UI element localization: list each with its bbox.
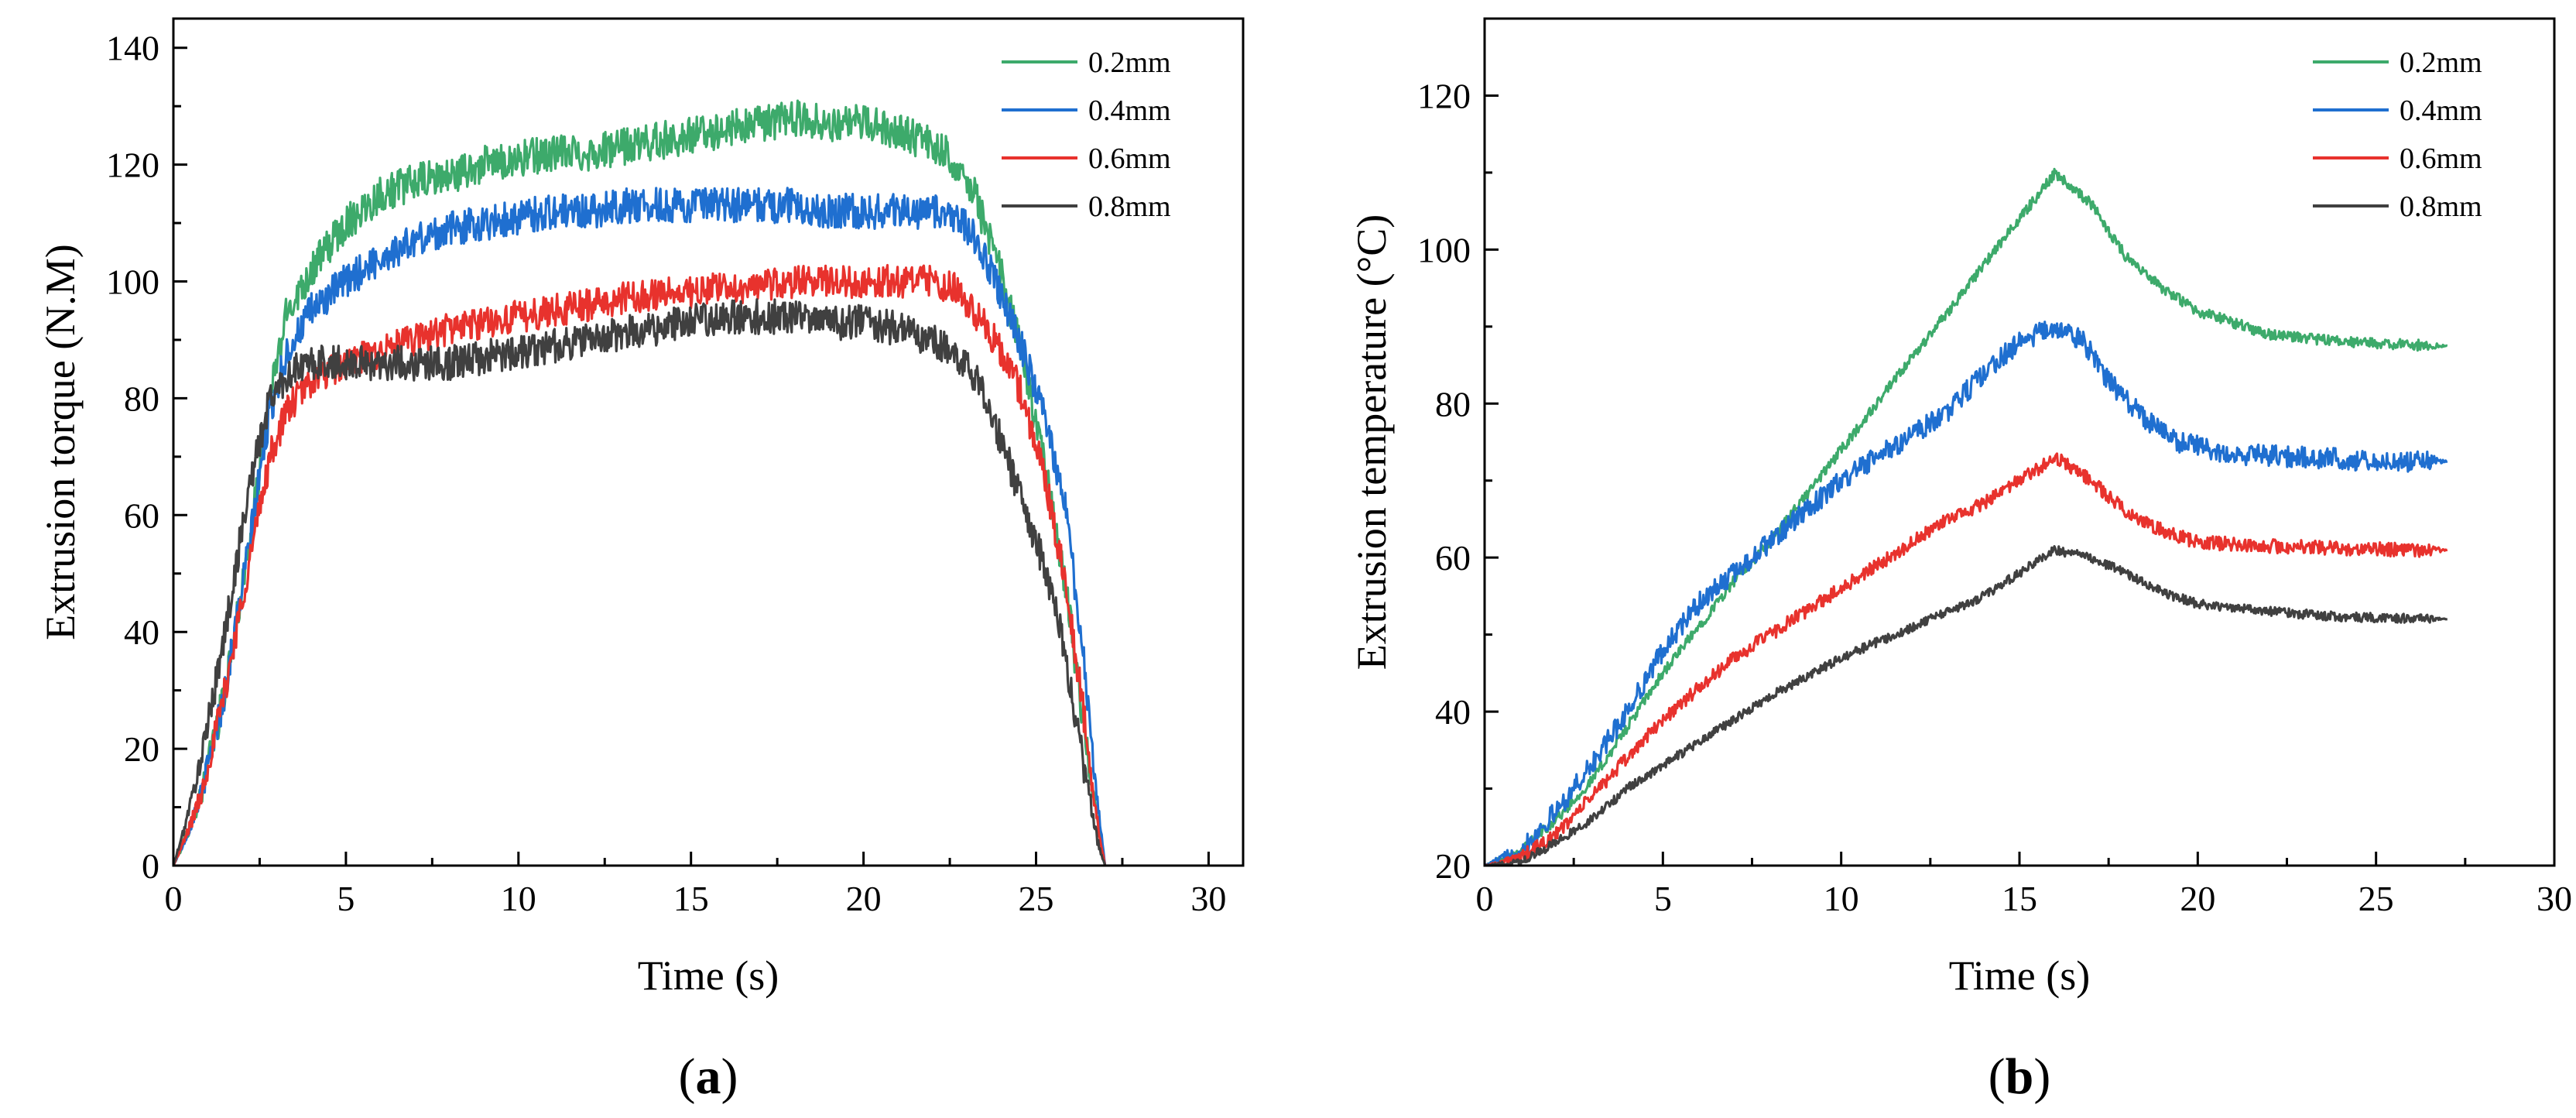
y-tick-label: 100 xyxy=(1417,230,1471,269)
x-tick-label: 20 xyxy=(2180,879,2215,918)
y-tick-label: 40 xyxy=(1435,692,1471,732)
series-group xyxy=(1485,167,2448,866)
legend-label: 0.4mm xyxy=(2400,94,2482,127)
x-axis-title: Time (s) xyxy=(1949,952,2091,999)
chart-panel-b: 0 5 10 15 20 25 30 20 40 60 80 100 120 Time (s) Extrus… xyxy=(1348,17,2572,1105)
y-axis-title: Extrusion temperature (°C) xyxy=(1348,214,1395,670)
panel-label-close: ) xyxy=(2033,1048,2050,1105)
y-tick-label: 20 xyxy=(124,729,159,769)
series-line-0-4mm xyxy=(1485,321,2448,866)
y-tick-label: 0 xyxy=(142,846,159,886)
y-tick-label: 60 xyxy=(1435,538,1471,578)
y-tick-label: 80 xyxy=(124,379,159,418)
x-tick-label: 30 xyxy=(1190,879,1226,918)
x-tick-label: 5 xyxy=(337,879,355,918)
x-tick-label: 20 xyxy=(846,879,882,918)
y-axis-title: Extrusion torque (N.M) xyxy=(37,244,84,640)
panel-label-open: ( xyxy=(1989,1048,2006,1105)
y-tick-label: 140 xyxy=(106,29,159,68)
panel-label: (a) xyxy=(679,1048,738,1105)
legend: 0.2mm 0.4mm 0.6mm 0.8mm xyxy=(1002,46,1171,223)
legend: 0.2mm 0.4mm 0.6mm 0.8mm xyxy=(2313,46,2482,223)
x-tick-label: 15 xyxy=(673,879,709,918)
legend-label: 0.2mm xyxy=(1088,46,1171,79)
series-line-0-2mm xyxy=(173,99,1107,866)
x-tick-label: 30 xyxy=(2537,879,2572,918)
plot-frame xyxy=(172,17,1245,867)
x-tick-label: 10 xyxy=(501,879,536,918)
y-tick-label: 120 xyxy=(106,146,159,185)
legend-label: 0.6mm xyxy=(2400,142,2482,175)
y-tick-label: 80 xyxy=(1435,384,1471,424)
x-tick-label: 0 xyxy=(1476,879,1494,918)
x-tick-label: 25 xyxy=(1019,879,1054,918)
series-line-0-6mm xyxy=(1485,452,2448,866)
series-line-0-2mm xyxy=(1485,167,2448,866)
series-line-0-8mm xyxy=(1485,544,2448,866)
panel-label-letter: b xyxy=(2006,1048,2034,1105)
series-line-0-8mm xyxy=(173,298,1107,866)
panel-label-open: ( xyxy=(679,1048,696,1105)
chart-panel-a: 0 5 10 15 20 25 30 0 20 40 60 80 100 120 140 Time (s) Ex… xyxy=(37,17,1245,1105)
legend-label: 0.2mm xyxy=(2400,46,2482,79)
panel-label-close: ) xyxy=(721,1048,738,1105)
y-tick-label: 20 xyxy=(1435,846,1471,886)
x-tick-label: 25 xyxy=(2358,879,2394,918)
legend-label: 0.6mm xyxy=(1088,142,1171,175)
x-tick-label: 0 xyxy=(165,879,183,918)
y-tick-label: 60 xyxy=(124,496,159,535)
legend-label: 0.8mm xyxy=(1088,190,1171,223)
y-tick-label: 100 xyxy=(106,262,159,302)
x-tick-label: 15 xyxy=(2002,879,2037,918)
y-tick-label: 40 xyxy=(124,612,159,652)
x-axis-title: Time (s) xyxy=(638,952,779,999)
series-group xyxy=(173,99,1107,866)
legend-label: 0.4mm xyxy=(1088,94,1171,127)
panel-label-letter: a xyxy=(696,1048,721,1105)
series-line-0-4mm xyxy=(173,187,1107,866)
legend-label: 0.8mm xyxy=(2400,190,2482,223)
x-tick-label: 10 xyxy=(1824,879,1859,918)
x-tick-label: 5 xyxy=(1654,879,1672,918)
y-tick-label: 120 xyxy=(1417,76,1471,115)
panel-label: (b) xyxy=(1989,1048,2051,1105)
